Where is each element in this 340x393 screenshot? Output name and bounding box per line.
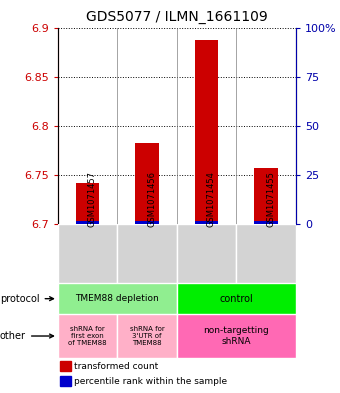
Bar: [117, 314, 177, 358]
Text: GSM1071457: GSM1071457: [88, 171, 97, 227]
Text: protocol: protocol: [0, 294, 53, 304]
Text: shRNA for
3'UTR of
TMEM88: shRNA for 3'UTR of TMEM88: [130, 326, 165, 346]
Bar: [75, 183, 99, 224]
Bar: [236, 224, 296, 283]
Bar: [60, 376, 71, 386]
Bar: [135, 221, 159, 224]
Bar: [177, 314, 296, 358]
Text: GSM1071456: GSM1071456: [147, 171, 156, 227]
Text: shRNA for
first exon
of TMEM88: shRNA for first exon of TMEM88: [68, 326, 107, 346]
Bar: [177, 224, 236, 283]
Bar: [117, 224, 177, 283]
Text: non-targetting
shRNA: non-targetting shRNA: [203, 326, 269, 346]
Bar: [58, 283, 177, 314]
Bar: [195, 221, 219, 224]
Title: GDS5077 / ILMN_1661109: GDS5077 / ILMN_1661109: [86, 10, 268, 24]
Text: GSM1071455: GSM1071455: [266, 171, 275, 227]
Bar: [195, 40, 219, 224]
Text: TMEM88 depletion: TMEM88 depletion: [75, 294, 159, 303]
Text: control: control: [219, 294, 253, 304]
Text: GSM1071454: GSM1071454: [207, 171, 216, 227]
Bar: [60, 362, 71, 371]
Bar: [58, 314, 117, 358]
Bar: [254, 168, 278, 224]
Bar: [135, 143, 159, 224]
Text: other: other: [0, 331, 53, 341]
Text: transformed count: transformed count: [74, 362, 159, 371]
Text: percentile rank within the sample: percentile rank within the sample: [74, 377, 227, 386]
Bar: [254, 221, 278, 224]
Bar: [58, 224, 117, 283]
Bar: [177, 283, 296, 314]
Bar: [75, 221, 99, 224]
